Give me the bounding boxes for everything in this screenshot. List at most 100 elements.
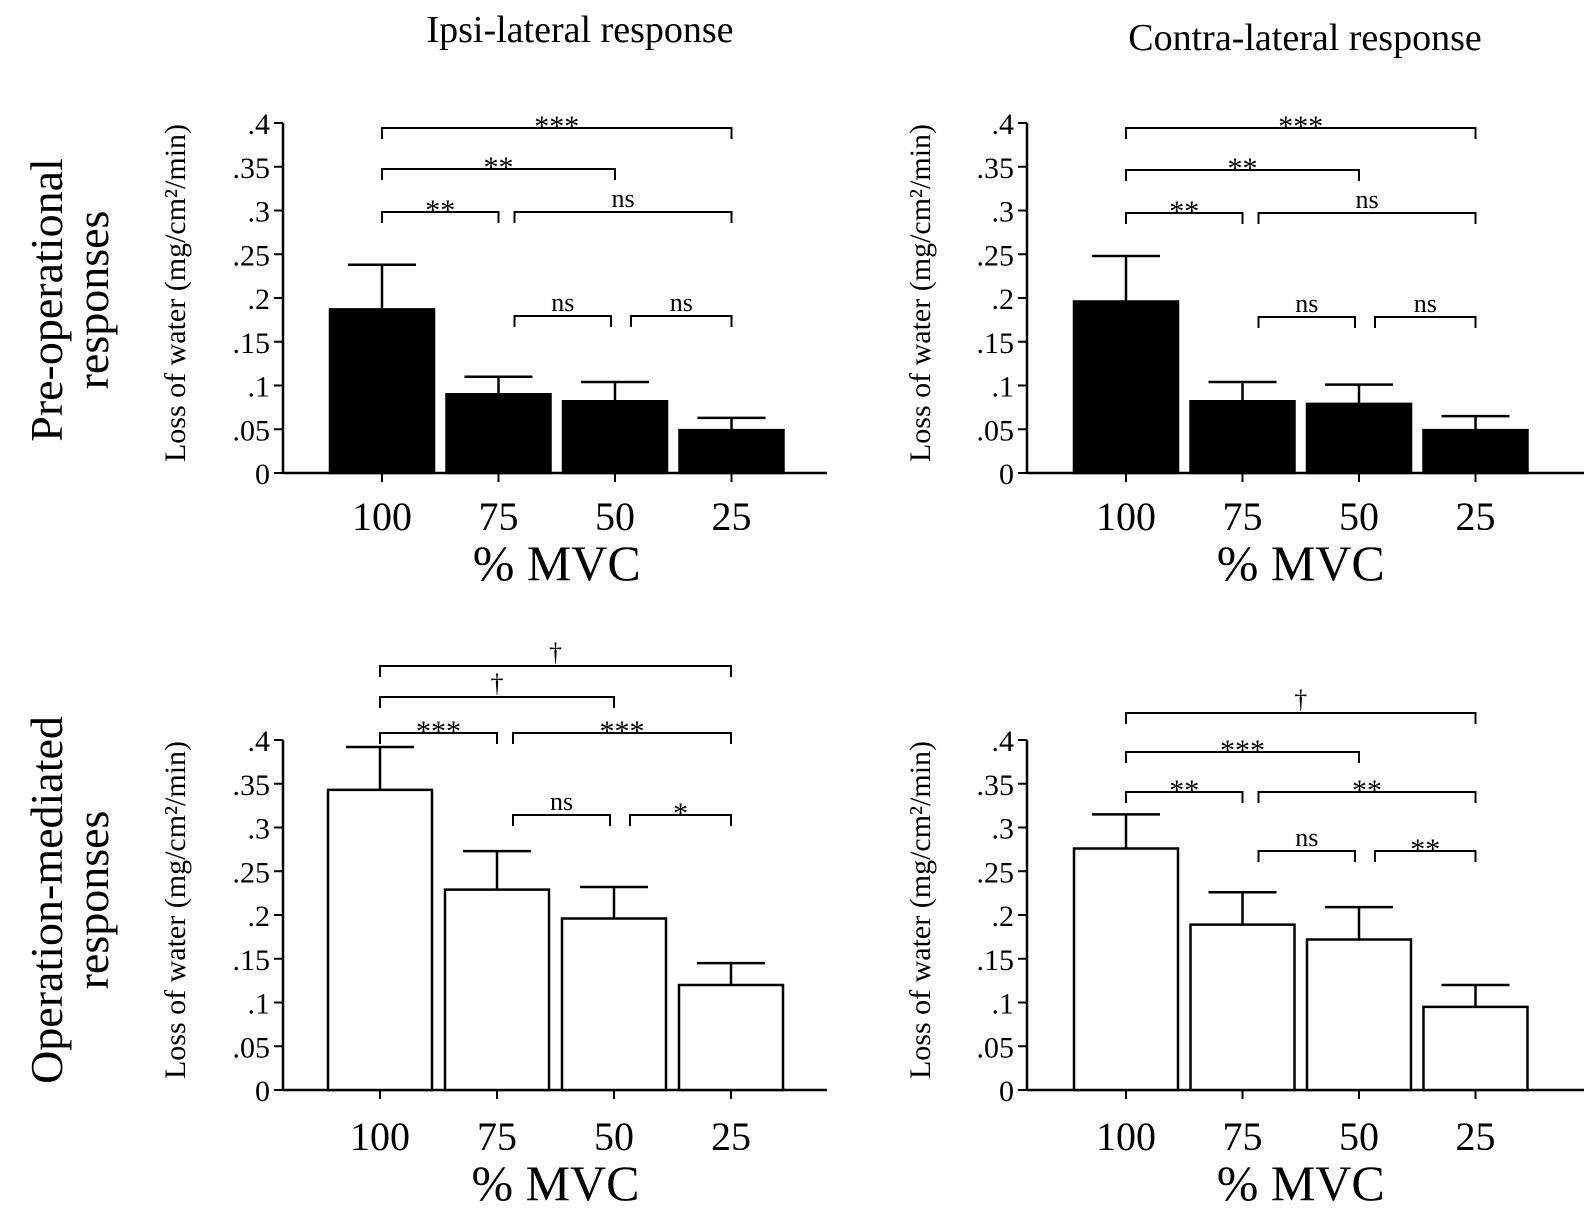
- y-tick-label: 0: [999, 1075, 1014, 1108]
- x-tick-label: 25: [711, 1114, 751, 1159]
- bar: [1189, 923, 1296, 1092]
- bar: [561, 400, 669, 475]
- significance-label: **: [1410, 833, 1440, 866]
- significance-bracket: [1257, 316, 1356, 328]
- bar: [560, 917, 668, 1092]
- y-tick-label: .25: [977, 239, 1015, 272]
- bar: [445, 393, 552, 475]
- significance-bracket: [381, 211, 500, 223]
- significance-bracket: [512, 732, 732, 744]
- y-tick-label: 0: [255, 458, 270, 491]
- significance-bracket: [379, 696, 615, 708]
- significance-bracket: [1257, 791, 1477, 803]
- y-tick-label: .35: [233, 152, 271, 185]
- significance-bracket: [1374, 850, 1477, 862]
- x-axis-label: % MVC: [473, 535, 641, 591]
- bar: [678, 428, 785, 475]
- y-axis-label: Loss of water (mg/cm²/min): [159, 741, 192, 1079]
- y-tick-label: 0: [255, 1075, 270, 1108]
- y-axis-label: Loss of water (mg/cm²/min): [904, 741, 937, 1079]
- bar: [1305, 402, 1413, 475]
- y-tick-label: .2: [248, 900, 271, 933]
- significance-label: ns: [1295, 289, 1318, 318]
- y-tick-label: .3: [248, 813, 271, 846]
- significance-bracket: [1125, 169, 1360, 181]
- y-tick-label: .1: [992, 371, 1015, 404]
- y-tick-label: .1: [992, 988, 1015, 1021]
- row-title-op-line1: Operation-mediated: [21, 716, 72, 1084]
- y-tick-label: .35: [977, 769, 1015, 802]
- y-tick-label: .05: [977, 414, 1015, 447]
- significance-bracket: [629, 814, 732, 826]
- significance-bracket: [1125, 212, 1244, 224]
- x-axis-label: % MVC: [1217, 535, 1385, 591]
- significance-label: ***: [534, 110, 579, 143]
- column-title-contra: Contra-lateral response: [1128, 17, 1481, 59]
- row-title-op-line2: responses: [67, 811, 118, 990]
- x-tick-label: 50: [1339, 1114, 1379, 1159]
- significance-label: ns: [550, 787, 573, 816]
- y-tick-label: .2: [992, 900, 1015, 933]
- significance-label: ns: [551, 288, 574, 317]
- significance-bracket: [630, 315, 733, 327]
- significance-bracket: [512, 814, 611, 826]
- x-tick-label: 25: [1456, 494, 1496, 539]
- significance-bracket: [379, 732, 498, 744]
- y-tick-label: 0: [999, 458, 1014, 491]
- y-tick-label: .25: [233, 239, 271, 272]
- y-tick-label: .3: [992, 813, 1015, 846]
- significance-bracket: [1125, 127, 1477, 139]
- y-tick-label: .4: [248, 108, 271, 141]
- column-title-ipsi: Ipsi-lateral response: [426, 9, 733, 51]
- significance-label: ***: [1278, 110, 1323, 143]
- x-tick-label: 75: [1223, 1114, 1263, 1159]
- chart-panel-pre-contra: 0 .05 .1 .15 .2 .25 .3 .35 .4 Loss of water (mg/c…: [904, 108, 1584, 591]
- y-tick-label: .4: [248, 725, 271, 758]
- row-title-pre-line1: Pre-operational: [21, 158, 72, 442]
- x-tick-label: 50: [1339, 494, 1379, 539]
- chart-panel-op-contra: 0 .05 .1 .15 .2 .25 .3 .35 .4 Loss of water (mg/c…: [904, 685, 1584, 1211]
- x-tick-label: 50: [595, 494, 635, 539]
- bar: [1189, 400, 1296, 475]
- significance-label: **: [1352, 774, 1382, 807]
- significance-label: **: [484, 151, 514, 184]
- x-axis-label: % MVC: [471, 1155, 639, 1211]
- bar: [1072, 847, 1180, 1092]
- y-tick-label: .15: [233, 944, 271, 977]
- x-tick-label: 100: [352, 494, 412, 539]
- significance-label: ns: [1355, 185, 1378, 214]
- significance-bracket: [381, 168, 616, 180]
- bar: [1072, 300, 1180, 475]
- chart-panel-pre-ipsi: 0 .05 .1 .15 .2 .25 .3 .35 .4 Loss of water (mg/c…: [159, 108, 827, 591]
- bar: [1422, 428, 1529, 475]
- significance-bracket: [1125, 712, 1477, 724]
- significance-bracket: [1125, 751, 1360, 763]
- significance-label: ns: [1414, 289, 1437, 318]
- bar: [1422, 1005, 1529, 1092]
- bar: [1305, 938, 1413, 1092]
- x-axis-label: % MVC: [1217, 1155, 1385, 1211]
- significance-label: **: [1169, 774, 1199, 807]
- significance-bracket: [1257, 850, 1356, 862]
- significance-label: **: [1228, 152, 1258, 185]
- y-tick-label: .1: [248, 988, 271, 1021]
- y-tick-label: .05: [977, 1031, 1015, 1064]
- y-tick-label: .4: [992, 725, 1015, 758]
- y-tick-label: .4: [992, 108, 1015, 141]
- significance-label: ns: [1295, 823, 1318, 852]
- x-tick-label: 75: [1223, 494, 1263, 539]
- significance-label: ns: [611, 184, 634, 213]
- bar: [443, 888, 551, 1092]
- significance-label: *: [673, 797, 688, 830]
- y-tick-label: .2: [248, 283, 271, 316]
- x-tick-label: 100: [1096, 494, 1156, 539]
- y-tick-label: .3: [248, 196, 271, 229]
- y-tick-label: .15: [233, 327, 271, 360]
- significance-bracket: [513, 211, 733, 223]
- chart-panel-op-ipsi: 0 .05 .1 .15 .2 .25 .3 .35 .4 Loss of water (mg/c…: [159, 638, 827, 1211]
- y-tick-label: .15: [977, 944, 1015, 977]
- y-tick-label: .3: [992, 196, 1015, 229]
- significance-label: ***: [600, 715, 645, 748]
- significance-bracket: [381, 127, 733, 139]
- y-tick-label: .1: [248, 371, 271, 404]
